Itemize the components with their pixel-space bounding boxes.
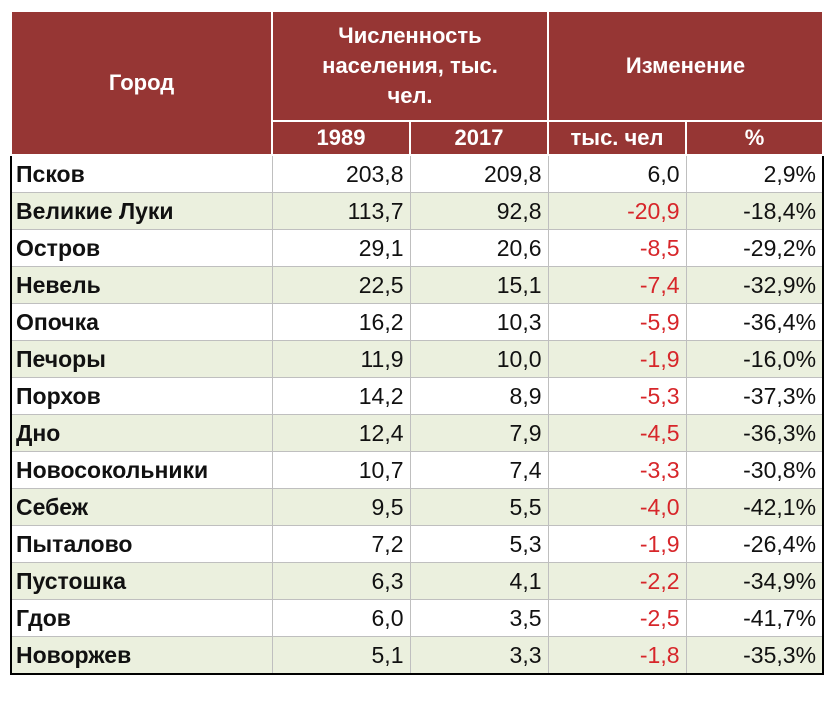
city-cell: Дно [10,414,273,452]
change-pct-cell: 2,9% [685,154,824,193]
header-city: Город [10,10,273,156]
city-cell: Великие Луки [10,192,273,230]
city-cell: Опочка [10,303,273,341]
change-abs-cell: -4,0 [547,488,687,526]
change-pct-cell: -34,9% [685,562,824,600]
city-cell: Гдов [10,599,273,637]
change-pct-cell: -41,7% [685,599,824,637]
table-row: Порхов 14,2 8,9 -5,3 -37,3% [10,377,824,415]
population-2017-cell: 20,6 [409,229,549,267]
change-pct-cell: -36,3% [685,414,824,452]
table-row: Дно 12,4 7,9 -4,5 -36,3% [10,414,824,452]
table-row: Псков 203,8 209,8 6,0 2,9% [10,154,824,193]
header-population: Численность населения, тыс. чел. [270,10,550,122]
population-1989-cell: 14,2 [271,377,411,415]
city-cell: Пыталово [10,525,273,563]
city-cell: Невель [10,266,273,304]
change-pct-cell: -32,9% [685,266,824,304]
population-1989-cell: 16,2 [271,303,411,341]
table-header: Город Численность населения, тыс. чел. И… [10,10,825,156]
table-row: Остров 29,1 20,6 -8,5 -29,2% [10,229,824,267]
population-2017-cell: 10,0 [409,340,549,378]
population-table-container: Город Численность населения, тыс. чел. И… [10,10,825,675]
population-1989-cell: 7,2 [271,525,411,563]
population-1989-cell: 22,5 [271,266,411,304]
change-pct-cell: -29,2% [685,229,824,267]
change-abs-cell: 6,0 [547,154,687,193]
change-abs-cell: -5,9 [547,303,687,341]
population-2017-cell: 7,4 [409,451,549,489]
change-pct-cell: -42,1% [685,488,824,526]
city-cell: Себеж [10,488,273,526]
table-body: Псков 203,8 209,8 6,0 2,9% Великие Луки 113,7 9… [10,154,824,675]
population-1989-cell: 10,7 [271,451,411,489]
change-abs-cell: -20,9 [547,192,687,230]
population-1989-cell: 5,1 [271,636,411,675]
change-abs-cell: -1,8 [547,636,687,675]
population-2017-cell: 15,1 [409,266,549,304]
population-1989-cell: 11,9 [271,340,411,378]
table-row: Себеж 9,5 5,5 -4,0 -42,1% [10,488,824,526]
header-row-top: Город Численность населения, тыс. чел. И… [10,10,825,156]
population-1989-cell: 6,0 [271,599,411,637]
city-cell: Порхов [10,377,273,415]
population-1989-cell: 203,8 [271,154,411,193]
header-year-2017: 2017 [408,120,550,156]
city-cell: Печоры [10,340,273,378]
header-change-abs: тыс. чел [547,120,688,156]
population-2017-cell: 5,3 [409,525,549,563]
table-row: Опочка 16,2 10,3 -5,9 -36,4% [10,303,824,341]
change-abs-cell: -4,5 [547,414,687,452]
population-table: Город Численность населения, тыс. чел. И… [10,10,825,675]
population-2017-cell: 4,1 [409,562,549,600]
header-year-1989: 1989 [271,120,411,156]
population-2017-cell: 8,9 [409,377,549,415]
city-cell: Псков [10,154,273,193]
change-abs-cell: -2,5 [547,599,687,637]
table-row: Гдов 6,0 3,5 -2,5 -41,7% [10,599,824,637]
header-change-pct: % [685,120,825,156]
population-2017-cell: 92,8 [409,192,549,230]
population-2017-cell: 10,3 [409,303,549,341]
change-abs-cell: -3,3 [547,451,687,489]
change-abs-cell: -8,5 [547,229,687,267]
population-1989-cell: 113,7 [271,192,411,230]
change-pct-cell: -26,4% [685,525,824,563]
change-abs-cell: -5,3 [547,377,687,415]
city-cell: Новосокольники [10,451,273,489]
city-cell: Новоржев [10,636,273,675]
city-cell: Остров [10,229,273,267]
change-abs-cell: -1,9 [547,525,687,563]
change-pct-cell: -18,4% [685,192,824,230]
population-1989-cell: 12,4 [271,414,411,452]
change-pct-cell: -37,3% [685,377,824,415]
table-row: Пустошка 6,3 4,1 -2,2 -34,9% [10,562,824,600]
change-pct-cell: -16,0% [685,340,824,378]
table-row: Невель 22,5 15,1 -7,4 -32,9% [10,266,824,304]
header-row-sub: 1989 2017 тыс. чел % [11,120,825,156]
population-2017-cell: 209,8 [409,154,549,193]
change-pct-cell: -30,8% [685,451,824,489]
change-pct-cell: -36,4% [685,303,824,341]
population-1989-cell: 6,3 [271,562,411,600]
change-abs-cell: -7,4 [547,266,687,304]
table-row: Великие Луки 113,7 92,8 -20,9 -18,4% [10,192,824,230]
table-row: Новосокольники 10,7 7,4 -3,3 -30,8% [10,451,824,489]
population-1989-cell: 9,5 [271,488,411,526]
change-abs-cell: -2,2 [547,562,687,600]
table-row: Печоры 11,9 10,0 -1,9 -16,0% [10,340,824,378]
population-2017-cell: 7,9 [409,414,549,452]
population-2017-cell: 3,3 [409,636,549,675]
table-row: Новоржев 5,1 3,3 -1,8 -35,3% [10,636,824,675]
change-pct-cell: -35,3% [685,636,824,675]
header-change: Изменение [547,10,825,122]
population-2017-cell: 3,5 [409,599,549,637]
population-1989-cell: 29,1 [271,229,411,267]
population-2017-cell: 5,5 [409,488,549,526]
table-row: Пыталово 7,2 5,3 -1,9 -26,4% [10,525,824,563]
change-abs-cell: -1,9 [547,340,687,378]
city-cell: Пустошка [10,562,273,600]
